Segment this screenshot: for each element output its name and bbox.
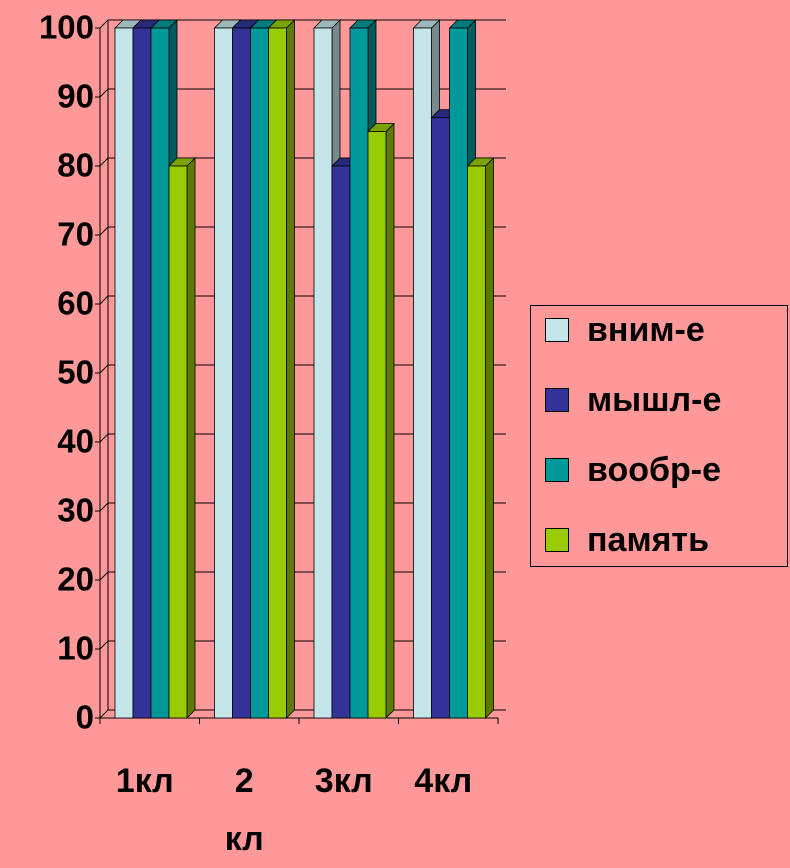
y-tick-label: 0	[76, 699, 94, 736]
legend-swatch	[545, 318, 569, 342]
bar	[313, 27, 333, 719]
legend-label: память	[587, 520, 709, 559]
grid-diag	[99, 709, 109, 719]
bar-side	[485, 157, 494, 719]
legend-item: память	[545, 520, 709, 560]
x-tick-label: 3кл	[314, 762, 373, 800]
bar	[132, 27, 152, 719]
y-tick-label: 40	[57, 423, 94, 460]
y-tick-label: 80	[57, 147, 94, 184]
y-tick-label: 100	[39, 9, 94, 46]
grid-diag	[99, 640, 109, 650]
y-tick-label: 50	[57, 354, 94, 391]
grid-diag	[99, 364, 109, 374]
bar	[250, 27, 269, 719]
bar	[413, 27, 432, 719]
legend-label: мышл-е	[587, 380, 722, 419]
grid-diag	[99, 502, 109, 512]
y-tick-label: 10	[57, 630, 94, 667]
grid-diag	[99, 88, 109, 98]
bar	[449, 27, 468, 719]
grid-diag	[99, 571, 109, 581]
grid-diag	[99, 19, 109, 29]
bar	[168, 165, 188, 719]
legend-item: вообр-е	[545, 450, 721, 490]
bar	[349, 27, 369, 719]
grid-diag	[99, 226, 109, 236]
bar-side	[186, 157, 196, 719]
y-tick-label: 30	[57, 492, 94, 529]
legend-label: вним-е	[587, 310, 705, 349]
y-tick-label: 70	[57, 216, 94, 253]
bar	[150, 27, 170, 719]
legend: вним-е мышл-е вообр-е память	[530, 305, 788, 567]
legend-label: вообр-е	[587, 450, 721, 489]
bar-side	[385, 122, 395, 719]
bar	[431, 117, 450, 719]
legend-swatch	[545, 458, 569, 482]
x-tick-label: 2 кл	[224, 762, 264, 858]
grid-diag	[99, 295, 109, 305]
bar	[467, 165, 486, 719]
y-tick-label: 90	[57, 78, 94, 115]
x-tick-label: 1кл	[115, 762, 174, 800]
bar	[114, 27, 134, 719]
grid-diag	[99, 157, 109, 167]
y-tick-label: 20	[57, 561, 94, 598]
legend-item: вним-е	[545, 310, 705, 350]
bar	[367, 131, 387, 719]
bar	[331, 165, 351, 719]
legend-swatch	[545, 388, 569, 412]
bar-side	[286, 19, 295, 719]
bar	[214, 27, 233, 719]
bar	[268, 27, 287, 719]
legend-item: мышл-е	[545, 380, 721, 420]
y-tick-label: 60	[57, 285, 94, 322]
x-tick-label: 4кл	[414, 762, 473, 800]
legend-swatch	[545, 528, 569, 552]
bar	[232, 27, 251, 719]
grid-diag	[99, 433, 109, 443]
